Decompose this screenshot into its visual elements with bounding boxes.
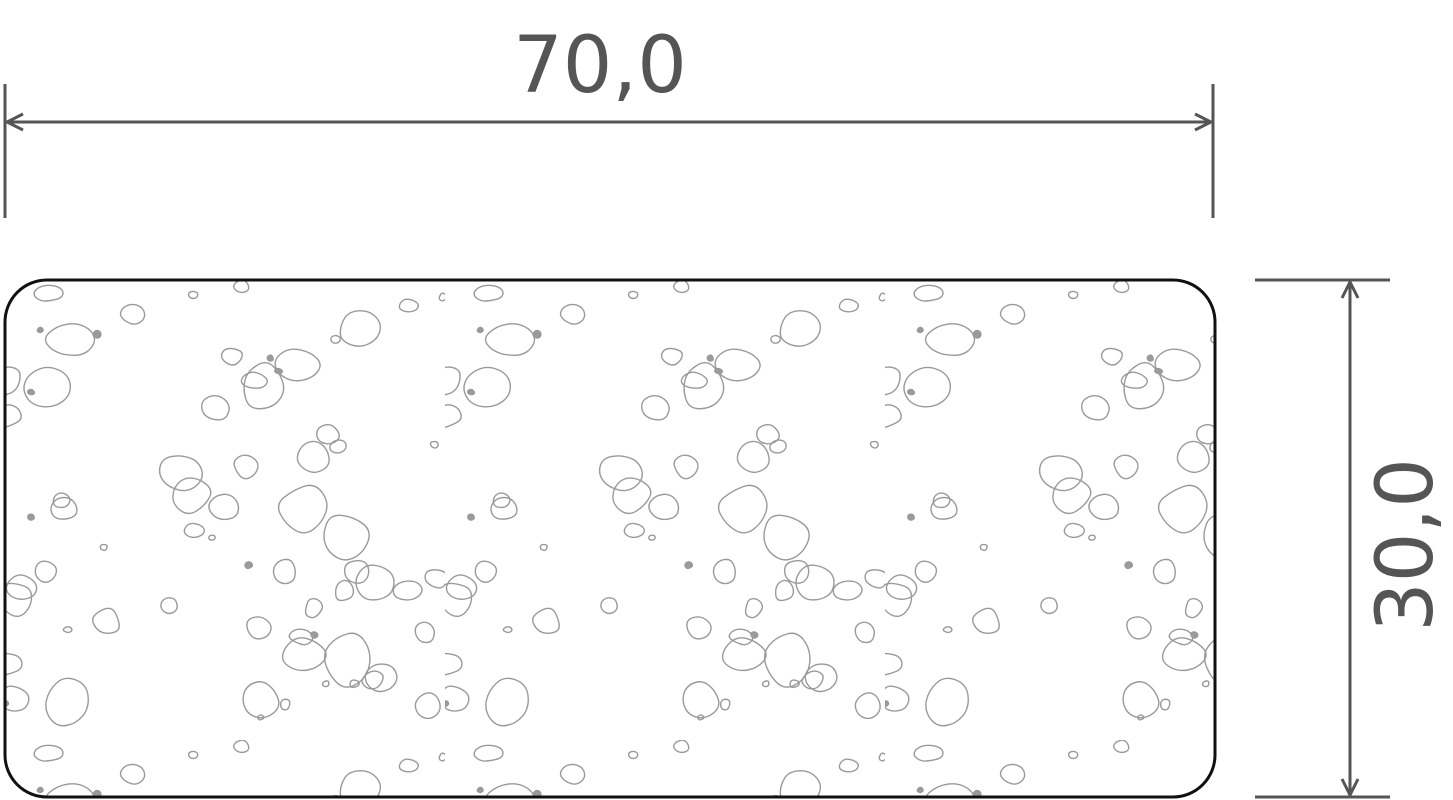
section-hatch-fill xyxy=(5,280,1215,797)
width-dimension-label: 70,0 xyxy=(513,21,687,111)
width-dimension: 70,0 xyxy=(3,21,1215,218)
height-dimension-label: 30,0 xyxy=(1361,458,1451,632)
height-dimension: 30,0 xyxy=(1255,278,1451,799)
concrete-section xyxy=(3,278,1217,799)
section-outline xyxy=(3,278,1217,799)
